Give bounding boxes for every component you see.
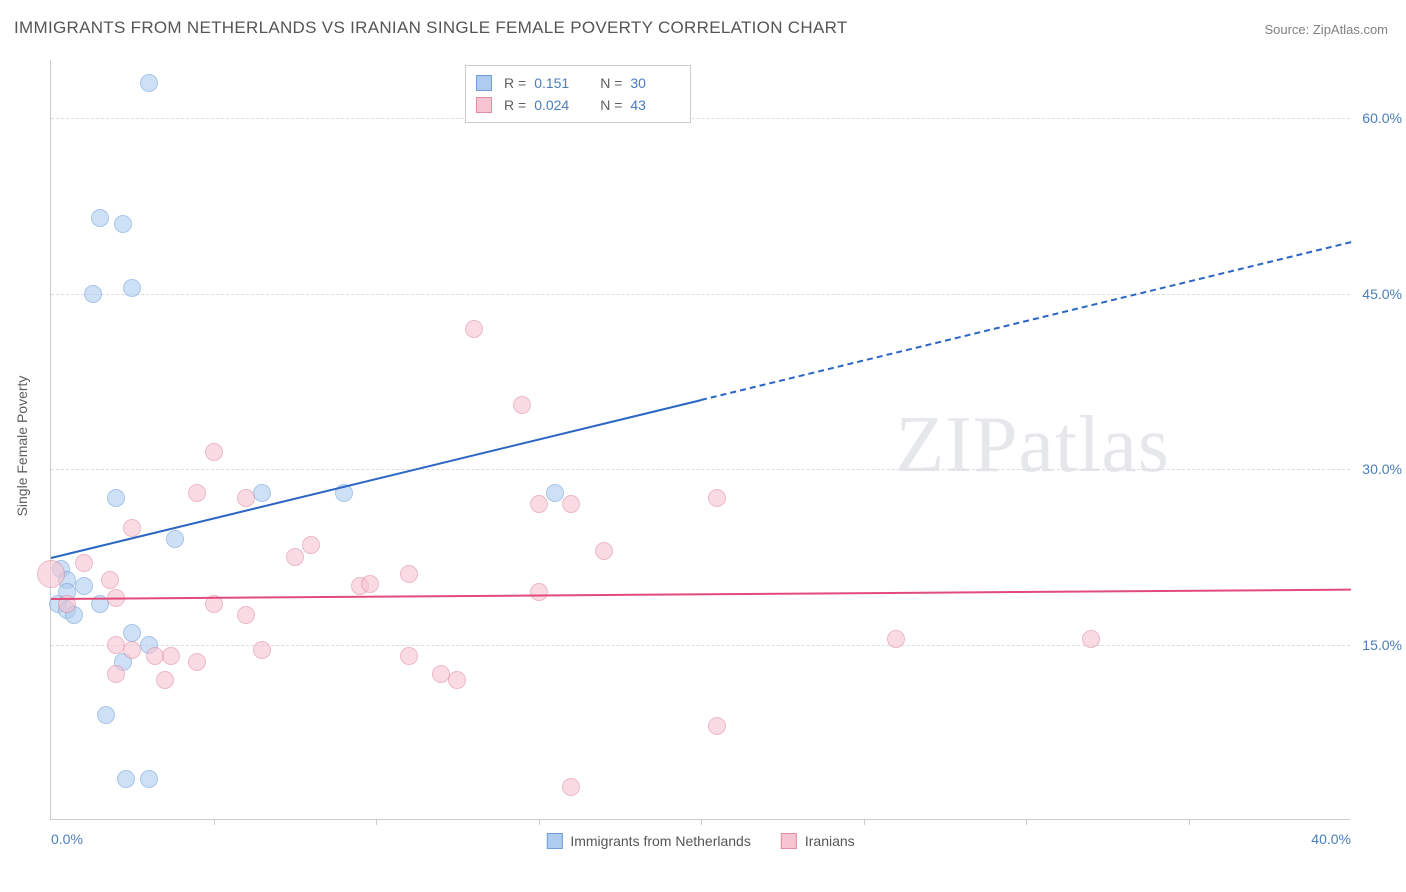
legend-n-label: N = xyxy=(600,75,622,91)
correlation-chart: IMMIGRANTS FROM NETHERLANDS VS IRANIAN S… xyxy=(0,0,1406,892)
y-tick-label: 45.0% xyxy=(1362,286,1402,302)
scatter-point xyxy=(123,519,141,537)
legend-stats: R = 0.151 N = 30 R = 0.024 N = 43 xyxy=(465,65,691,123)
legend-series-label: Iranians xyxy=(805,833,855,849)
scatter-point xyxy=(162,647,180,665)
grid-line xyxy=(51,645,1350,646)
legend-series-label: Immigrants from Netherlands xyxy=(570,833,751,849)
scatter-point xyxy=(530,583,548,601)
scatter-point xyxy=(101,571,119,589)
scatter-point xyxy=(286,548,304,566)
x-tick-mark xyxy=(1189,819,1190,825)
scatter-point xyxy=(117,770,135,788)
x-tick-mark xyxy=(1026,819,1027,825)
scatter-point xyxy=(188,484,206,502)
x-tick-label: 40.0% xyxy=(1311,831,1351,847)
x-tick-mark xyxy=(864,819,865,825)
source-label: Source: ZipAtlas.com xyxy=(1264,22,1388,37)
legend-swatch xyxy=(476,75,492,91)
legend-n-value: 30 xyxy=(630,75,680,91)
scatter-point xyxy=(166,530,184,548)
legend-n-value: 43 xyxy=(630,97,680,113)
y-tick-label: 15.0% xyxy=(1362,637,1402,653)
scatter-point xyxy=(595,542,613,560)
grid-line xyxy=(51,294,1350,295)
scatter-point xyxy=(156,671,174,689)
scatter-point xyxy=(97,706,115,724)
x-tick-mark xyxy=(376,819,377,825)
scatter-point xyxy=(107,489,125,507)
grid-line xyxy=(51,118,1350,119)
watermark: ZIPatlas xyxy=(895,400,1170,491)
legend-r-label: R = xyxy=(504,97,526,113)
scatter-point xyxy=(400,565,418,583)
scatter-point xyxy=(123,279,141,297)
scatter-point xyxy=(114,215,132,233)
scatter-point xyxy=(400,647,418,665)
scatter-point xyxy=(1082,630,1100,648)
scatter-point xyxy=(237,489,255,507)
legend-series-item: Iranians xyxy=(781,833,855,849)
scatter-point xyxy=(302,536,320,554)
x-tick-mark xyxy=(539,819,540,825)
scatter-point xyxy=(237,606,255,624)
x-tick-mark xyxy=(701,819,702,825)
legend-swatch xyxy=(546,833,562,849)
legend-r-label: R = xyxy=(504,75,526,91)
trend-line xyxy=(51,588,1351,599)
legend-series: Immigrants from Netherlands Iranians xyxy=(546,833,854,849)
y-axis-label: Single Female Poverty xyxy=(14,376,30,517)
scatter-point xyxy=(530,495,548,513)
scatter-point xyxy=(107,665,125,683)
scatter-point xyxy=(708,489,726,507)
scatter-point xyxy=(361,575,379,593)
grid-line xyxy=(51,469,1350,470)
scatter-point xyxy=(253,641,271,659)
scatter-point xyxy=(432,665,450,683)
scatter-point xyxy=(562,495,580,513)
y-tick-label: 30.0% xyxy=(1362,461,1402,477)
scatter-point xyxy=(562,778,580,796)
x-tick-label: 0.0% xyxy=(51,831,83,847)
scatter-point xyxy=(75,554,93,572)
y-tick-label: 60.0% xyxy=(1362,110,1402,126)
trend-line xyxy=(51,399,701,559)
legend-stats-row: R = 0.151 N = 30 xyxy=(476,72,680,94)
scatter-point xyxy=(123,641,141,659)
trend-line xyxy=(701,241,1351,401)
scatter-point xyxy=(75,577,93,595)
scatter-point xyxy=(448,671,466,689)
scatter-point xyxy=(708,717,726,735)
scatter-point xyxy=(91,209,109,227)
legend-r-value: 0.024 xyxy=(534,97,584,113)
chart-title: IMMIGRANTS FROM NETHERLANDS VS IRANIAN S… xyxy=(14,18,848,38)
scatter-point xyxy=(123,624,141,642)
legend-n-label: N = xyxy=(600,97,622,113)
scatter-point xyxy=(465,320,483,338)
legend-series-item: Immigrants from Netherlands xyxy=(546,833,751,849)
legend-stats-row: R = 0.024 N = 43 xyxy=(476,94,680,116)
scatter-point xyxy=(887,630,905,648)
legend-swatch xyxy=(781,833,797,849)
scatter-point xyxy=(546,484,564,502)
legend-swatch xyxy=(476,97,492,113)
scatter-point xyxy=(140,770,158,788)
scatter-point xyxy=(37,560,65,588)
legend-r-value: 0.151 xyxy=(534,75,584,91)
plot-area: ZIPatlas 15.0%30.0%45.0%60.0%0.0%40.0%Im… xyxy=(50,60,1350,820)
scatter-point xyxy=(205,443,223,461)
scatter-point xyxy=(188,653,206,671)
scatter-point xyxy=(140,74,158,92)
scatter-point xyxy=(84,285,102,303)
scatter-point xyxy=(513,396,531,414)
x-tick-mark xyxy=(214,819,215,825)
scatter-point xyxy=(253,484,271,502)
